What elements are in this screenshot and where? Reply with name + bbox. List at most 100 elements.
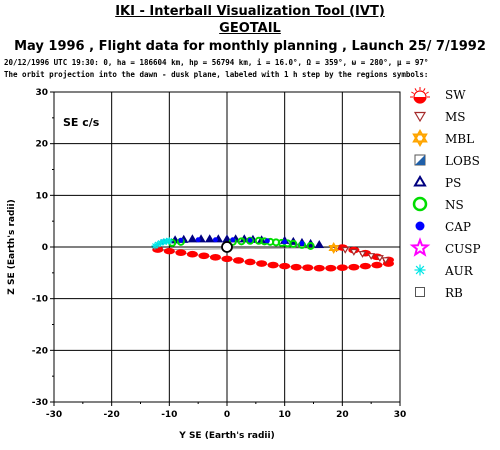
legend-label: NS [445, 198, 464, 212]
legend-item-ns: NS [412, 196, 464, 212]
ring-icon [412, 196, 428, 212]
legend-item-ps: PS [413, 175, 461, 190]
series-mbl [328, 242, 339, 255]
data-point-sw [371, 261, 383, 269]
data-point-aur [165, 237, 173, 245]
data-point-ns [306, 241, 315, 250]
data-point-sw [348, 263, 360, 271]
series-aur [151, 237, 173, 250]
legend-label: LOBS [445, 154, 480, 168]
x-tick-label: -30 [46, 410, 62, 420]
data-point-sw [325, 264, 337, 272]
half-square-icon [414, 154, 426, 166]
legend-item-sw: SW [410, 87, 466, 104]
y-tick-label: 30 [35, 88, 48, 98]
asterisk-icon [414, 264, 426, 276]
earth-icon [221, 241, 233, 253]
y-tick-label: 10 [35, 191, 48, 201]
star-of-david-icon [412, 129, 428, 147]
data-point-sw [163, 247, 175, 255]
legend-label: MBL [445, 132, 474, 146]
data-point-ms [358, 251, 367, 258]
data-point-cap [299, 240, 305, 246]
data-point-sw [198, 252, 210, 260]
legend-label: RB [445, 286, 463, 300]
data-point-sw [209, 254, 221, 261]
data-point-ps [204, 234, 215, 243]
x-tick-label: 0 [224, 410, 230, 420]
projection-caption: The orbit projection into the dawn - dus… [4, 70, 429, 79]
y-axis-label: Z SE (Earth's radii) [7, 199, 17, 294]
x-tick-label: 20 [336, 410, 349, 420]
legend-item-mbl: MBL [412, 129, 474, 147]
legend-item-cusp: CUSP [409, 237, 481, 257]
mission-line: May 1996 , Flight data for monthly plann… [14, 39, 486, 54]
legend-item-aur: AUR [414, 264, 474, 278]
legend-item-cap: CAP [415, 220, 471, 234]
data-point-cap [178, 237, 184, 243]
data-point-sw [221, 255, 233, 263]
legend-item-lobs: LOBS [414, 154, 480, 168]
legend-item-rb: RB [415, 286, 463, 300]
legend-label: CUSP [445, 242, 481, 256]
y-tick-label: 0 [42, 243, 48, 253]
data-point-sw [186, 250, 198, 258]
legend-label: PS [445, 176, 461, 190]
data-point-cap [212, 237, 218, 243]
data-point-cap [195, 237, 201, 243]
data-point-rb [221, 241, 233, 253]
filled-circle-icon [415, 221, 425, 231]
data-point-sw [302, 264, 314, 271]
data-point-ms [375, 255, 384, 263]
data-point-ns [237, 237, 246, 246]
data-point-ms [349, 248, 358, 256]
data-point-cap [282, 239, 288, 245]
series-rb [221, 241, 233, 253]
data-point-sw [233, 257, 245, 264]
x-tick-label: -10 [161, 410, 177, 420]
legend-label: AUR [444, 264, 474, 278]
y-tick-label: -30 [32, 398, 48, 408]
series-layer [151, 234, 394, 272]
data-point-cap [264, 238, 270, 244]
sun-icon [410, 87, 430, 104]
data-point-ns [289, 239, 298, 248]
data-point-sw [359, 262, 371, 270]
data-point-sw [279, 262, 291, 270]
data-point-sw [313, 264, 325, 272]
triangle-up-icon [413, 175, 427, 187]
star-icon [409, 237, 431, 257]
frame-label: SE c/s [63, 116, 100, 129]
legend: SW MS MBL LOBS PS NS CAP CUSP AUR RB [409, 87, 481, 300]
chart-subtitle: GEOTAIL [219, 21, 281, 36]
data-point-ps [314, 239, 325, 249]
data-point-ms [341, 246, 350, 254]
data-point-sw [256, 260, 268, 267]
data-point-cap [230, 237, 236, 243]
legend-label: SW [445, 88, 466, 102]
y-tick-label: -20 [32, 346, 48, 356]
x-tick-label: 10 [278, 410, 291, 420]
data-point-sw [244, 258, 256, 266]
data-point-ms [367, 253, 376, 260]
data-point-ms [381, 257, 390, 265]
data-point-sw [336, 264, 348, 271]
x-axis-label: Y SE (Earth's radii) [178, 431, 274, 441]
y-tick-label: 20 [35, 140, 48, 150]
square-icon [415, 287, 425, 297]
data-point-sw [267, 261, 279, 269]
legend-label: MS [445, 110, 466, 124]
data-point-mbl [328, 242, 339, 255]
legend-item-ms: MS [413, 110, 466, 124]
orbit-parameters: 20/12/1996 UTC 19:30: 0, ha = 186604 km,… [4, 58, 429, 67]
axes-layer: -30 -20 -10 0 10 20 30 30 20 10 0 -10 -20 -30 Y SE (Ea… [7, 88, 406, 441]
chart-title: IKI - Interball Visualization Tool (IVT) [115, 4, 385, 19]
data-point-sw [290, 263, 302, 271]
legend-label: CAP [445, 220, 471, 234]
data-point-sw [175, 249, 187, 256]
data-point-ps [187, 234, 198, 243]
x-tick-label: 30 [394, 410, 407, 420]
x-tick-label: -20 [104, 410, 120, 420]
y-tick-label: -10 [32, 295, 48, 305]
